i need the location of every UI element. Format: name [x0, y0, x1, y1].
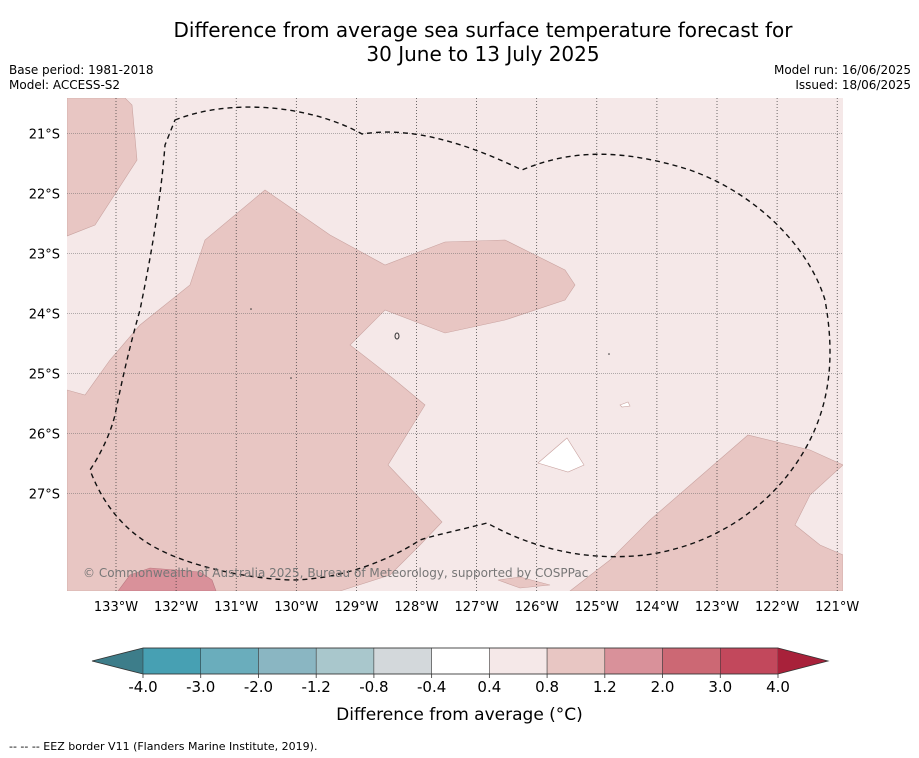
longitude-label: 127°W	[455, 600, 499, 615]
anomaly-region-southeast	[569, 434, 843, 591]
colorbar-under-arrow	[92, 648, 143, 674]
eez-border	[89, 106, 831, 581]
longitude-label: 125°W	[575, 600, 619, 615]
island-marker	[250, 308, 252, 310]
latitude-labels: 21°S 22°S 23°S 24°S 25°S 26°S 27°S	[29, 128, 60, 503]
latitude-label: 26°S	[29, 428, 60, 443]
anomaly-region-south-small	[497, 576, 551, 589]
colorbar-tick-label: 1.2	[593, 678, 617, 696]
colorbar-tick-label: 2.0	[651, 678, 675, 696]
island-marker	[290, 377, 292, 379]
latitude-label: 22°S	[29, 188, 60, 203]
anomaly-region-west	[67, 189, 576, 591]
colorbar: -4.0 -3.0 -2.0 -1.2 -0.8 -0.4 0.4 0.8 1.2 2.0 3.0 4…	[91, 647, 830, 696]
colorbar-tick-label: -1.2	[302, 678, 331, 696]
map-field	[67, 98, 843, 591]
title-line-2: 30 June to 13 July 2025	[366, 42, 600, 66]
meta-right: Model run: 16/06/2025 Issued: 18/06/2025	[774, 63, 911, 93]
model-name: Model: ACCESS-S2	[9, 78, 121, 92]
colorbar-segment	[200, 647, 259, 675]
title-line-1: Difference from average sea surface temp…	[173, 18, 793, 42]
colorbar-tick-label: -0.8	[359, 678, 388, 696]
colorbar-segment	[258, 647, 317, 675]
longitude-label: 121°W	[815, 600, 859, 615]
anomaly-region-northwest	[67, 98, 138, 237]
colorbar-tick-label: 3.0	[708, 678, 732, 696]
longitude-label: 126°W	[515, 600, 559, 615]
graticule	[67, 98, 843, 591]
longitude-label: 133°W	[94, 600, 138, 615]
longitude-label: 122°W	[755, 600, 799, 615]
latitude-label: 27°S	[29, 488, 60, 503]
colorbar-over-arrow	[778, 648, 828, 674]
colorbar-segment	[315, 647, 375, 675]
base-period: Base period: 1981-2018	[9, 63, 154, 77]
colorbar-segment	[662, 647, 721, 675]
colorbar-tick-label: -3.0	[186, 678, 215, 696]
issued-date: Issued: 18/06/2025	[795, 78, 911, 92]
map-title: Difference from average sea surface temp…	[100, 18, 866, 66]
colorbar-segment	[604, 647, 663, 675]
longitude-label: 128°W	[394, 600, 438, 615]
colorbar-tick-label: -4.0	[128, 678, 157, 696]
colorbar-segment	[720, 647, 779, 675]
colorbar-tick-label: 4.0	[766, 678, 790, 696]
longitude-label: 123°W	[695, 600, 739, 615]
longitude-label: 124°W	[635, 600, 679, 615]
latitude-label: 21°S	[29, 128, 60, 143]
colorbar-label: Difference from average (°C)	[336, 705, 583, 725]
latitude-label: 24°S	[29, 308, 60, 323]
copyright-note: © Commonwealth of Australia 2025, Bureau…	[83, 566, 588, 580]
model-run: Model run: 16/06/2025	[773, 63, 911, 77]
longitude-labels: 133°W 132°W 131°W 130°W 129°W 128°W 127°W 126°W…	[94, 600, 860, 615]
colorbar-segment	[546, 647, 606, 675]
neutral-patch-small	[619, 401, 631, 408]
neutral-patch	[537, 437, 585, 473]
footnote: -- -- -- EEZ border V11 (Flanders Marine…	[9, 740, 318, 753]
colorbar-tick-label: 0.4	[477, 678, 501, 696]
longitude-label: 129°W	[334, 600, 378, 615]
colorbar-segment	[373, 647, 432, 675]
meta-left: Base period: 1981-2018 Model: ACCESS-S2	[9, 63, 154, 93]
colorbar-segment	[431, 647, 490, 675]
island-marker	[394, 332, 400, 340]
colorbar-tick-label: -2.0	[244, 678, 273, 696]
colorbar-tick-label: -0.4	[417, 678, 446, 696]
sst-anomaly-map: © Commonwealth of Australia 2025, Bureau…	[29, 98, 860, 696]
longitude-label: 132°W	[154, 600, 198, 615]
anomaly-region-warm-south	[117, 567, 217, 591]
latitude-label: 25°S	[29, 368, 60, 383]
colorbar-segment	[142, 647, 201, 675]
longitude-label: 131°W	[214, 600, 258, 615]
colorbar-segment	[489, 647, 548, 675]
longitude-label: 130°W	[274, 600, 318, 615]
latitude-label: 23°S	[29, 248, 60, 263]
island-marker	[608, 353, 610, 355]
colorbar-tick-label: 0.8	[535, 678, 559, 696]
